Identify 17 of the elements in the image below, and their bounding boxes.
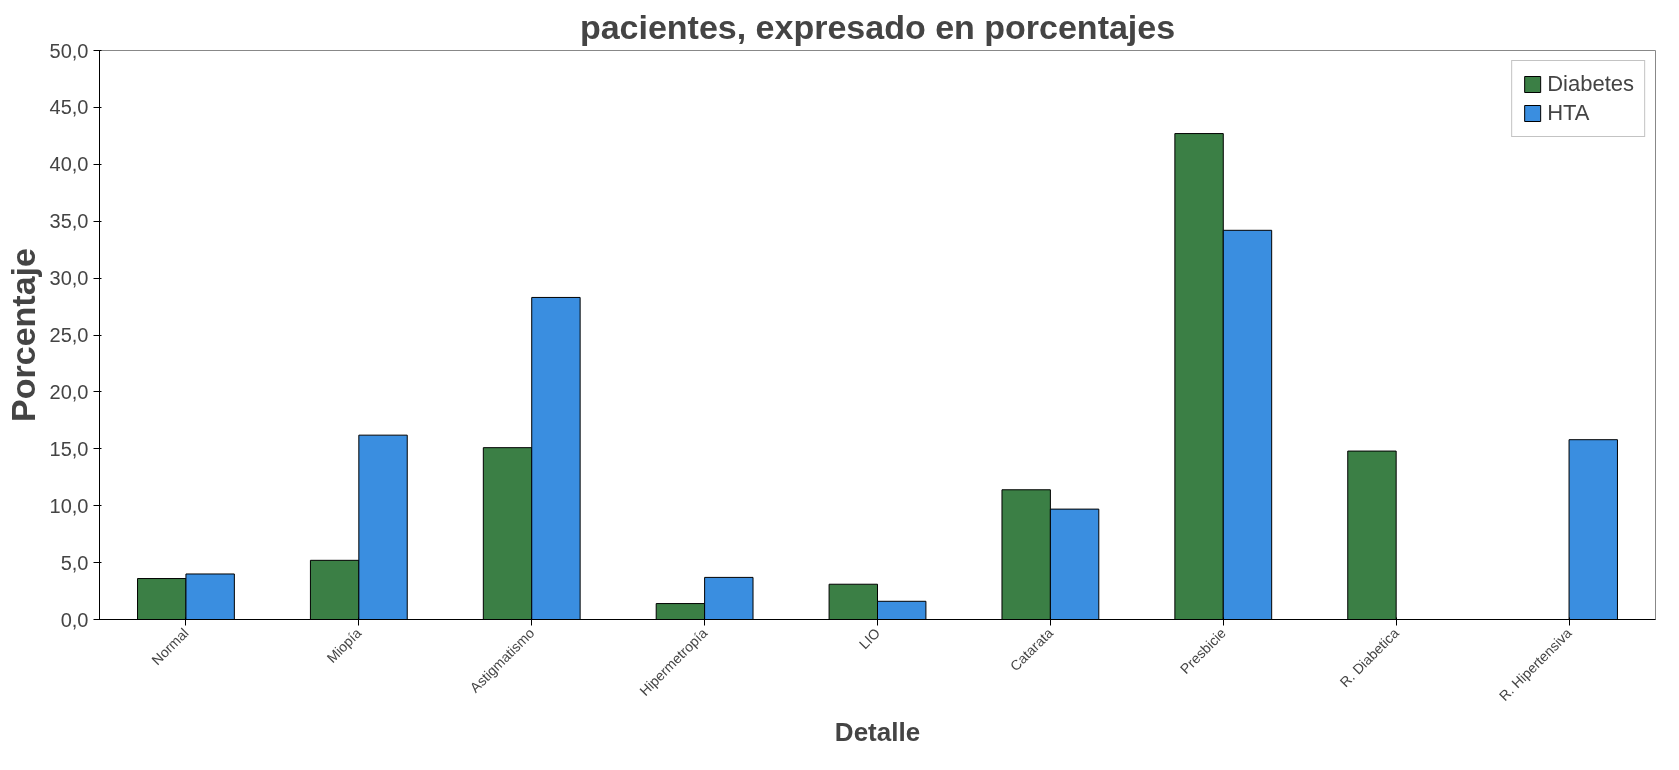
y-tick-label: 0,0: [60, 608, 89, 631]
y-tick-label: 15,0: [49, 437, 89, 460]
y-tick-label: 30,0: [49, 267, 89, 290]
y-tick-label: 5,0: [60, 551, 89, 574]
y-tick-label: 10,0: [49, 494, 89, 517]
y-tick-label: 35,0: [49, 210, 89, 233]
y-axis-title: Porcentaje: [3, 248, 42, 422]
x-tick-label: LIO: [855, 624, 884, 653]
y-tick-label: 25,0: [49, 324, 89, 346]
chart-title: pacientes, expresado en porcentajes: [579, 7, 1176, 46]
y-tick-label: 45,0: [49, 96, 89, 119]
y-tick-label: 40,0: [49, 153, 89, 176]
x-axis-title: Detalle: [834, 717, 921, 748]
legend-label: HTA: [1547, 100, 1590, 126]
y-tick-label: 50,0: [49, 39, 89, 62]
y-tick-label: 20,0: [49, 380, 89, 403]
legend-label: Diabetes: [1547, 71, 1634, 97]
